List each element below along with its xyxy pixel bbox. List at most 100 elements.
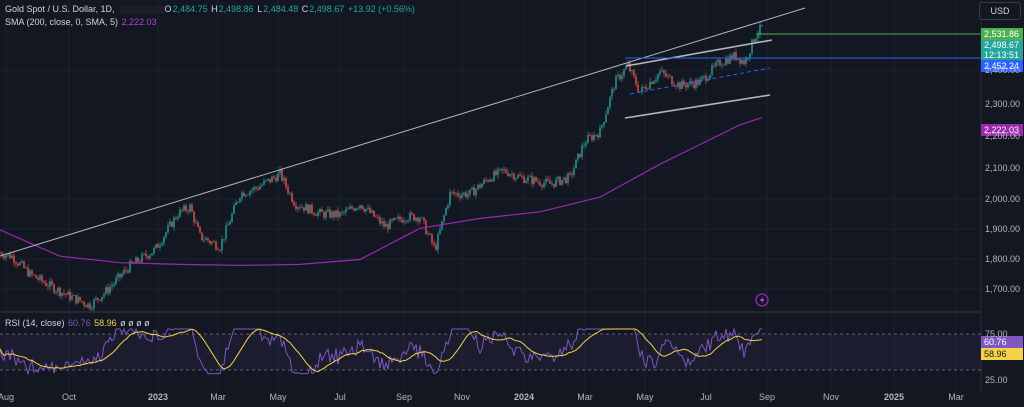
candle-body	[471, 187, 473, 190]
candle-body	[633, 70, 635, 77]
candle-body	[715, 62, 717, 66]
candle-body	[597, 135, 599, 138]
candle-body	[223, 239, 225, 240]
candle-body	[181, 209, 183, 211]
x-tick-label: Oct	[61, 392, 77, 402]
legend-ohlc: Gold Spot / U.S. Dollar, 1D, O2,484.75 H2…	[5, 4, 415, 14]
candle-body	[235, 202, 237, 206]
currency-button[interactable]: USD	[979, 2, 1021, 20]
candle-body	[15, 262, 17, 264]
candle-body	[9, 253, 11, 259]
candle-body	[49, 281, 51, 287]
candle-body	[315, 214, 317, 216]
x-tick-label: 2024	[513, 392, 535, 402]
candle-body	[33, 274, 35, 276]
candle-body	[563, 177, 565, 180]
candle-body	[189, 204, 191, 212]
candle-body	[567, 173, 569, 184]
candle-body	[437, 234, 439, 250]
candle-body	[45, 282, 47, 287]
candle-body	[339, 212, 341, 217]
candle-body	[77, 296, 79, 304]
candle-body	[551, 183, 553, 185]
candle-body	[241, 192, 243, 199]
candle-body	[301, 207, 303, 209]
candle-body	[55, 291, 57, 293]
candle-body	[559, 176, 561, 185]
candle-body	[533, 177, 535, 184]
candle-body	[249, 190, 251, 195]
candle-body	[47, 286, 49, 287]
candle-body	[423, 217, 425, 221]
candle-body	[537, 181, 539, 183]
countdown: 12:13:51	[984, 50, 1020, 60]
candle-body	[589, 135, 591, 136]
candle-body	[233, 205, 235, 214]
candle-body	[643, 86, 645, 88]
candle-body	[377, 216, 379, 218]
candle-body	[105, 287, 107, 294]
candle-body	[159, 245, 161, 248]
candle-body	[687, 84, 689, 88]
candle-body	[383, 221, 385, 227]
candle-body	[713, 65, 715, 67]
candle-body	[405, 220, 407, 222]
rsi-tick-label: 75.00	[985, 329, 1008, 339]
candle-body	[185, 205, 187, 211]
candle-body	[447, 204, 449, 208]
candle-body	[635, 76, 637, 85]
candle-body	[723, 64, 725, 66]
candle-body	[187, 210, 189, 212]
candle-body	[153, 247, 155, 254]
candle-body	[195, 222, 197, 223]
candle-body	[449, 191, 451, 205]
candle-body	[595, 134, 597, 136]
candle-body	[229, 221, 231, 225]
candle-body	[209, 240, 211, 244]
candle-body	[541, 185, 543, 187]
rsi-ma-value: 58.96	[94, 318, 117, 328]
candle-body	[311, 204, 313, 214]
candle-body	[271, 176, 273, 183]
candle-body	[321, 209, 323, 213]
candle-body	[673, 84, 675, 86]
candle-body	[103, 293, 105, 297]
candle-body	[569, 173, 571, 175]
x-tick-label: Mar	[948, 392, 964, 402]
y-tick-label: 2,000.00	[985, 194, 1021, 204]
candle-body	[309, 204, 311, 214]
candle-body	[7, 253, 9, 256]
channel-bottom-line	[624, 94, 771, 119]
candle-body	[413, 214, 415, 221]
y-tick-label: 2,200.00	[985, 131, 1021, 141]
candle-body	[561, 179, 563, 185]
candle-body	[19, 262, 21, 266]
candle-body	[285, 177, 287, 187]
candle-body	[3, 255, 5, 259]
candle-body	[145, 253, 147, 257]
candle-body	[409, 212, 411, 221]
x-tick-label: Aug	[0, 392, 15, 402]
candle-body	[527, 176, 529, 182]
candle-body	[263, 180, 265, 185]
candle-body	[693, 83, 695, 88]
candle-body	[457, 193, 459, 196]
x-tick-label: Jul	[334, 392, 346, 402]
candle-body	[387, 224, 389, 230]
candle-body	[257, 188, 259, 190]
candle-body	[547, 178, 549, 181]
candle-body	[337, 210, 339, 217]
candle-body	[211, 241, 213, 244]
rsi-ma-price-tag: 58.96	[981, 348, 1023, 360]
candle-body	[565, 177, 567, 184]
candle-body	[399, 216, 401, 220]
x-tick-label: Sep	[395, 392, 413, 402]
candle-body	[81, 301, 83, 302]
candle-body	[27, 267, 29, 277]
channel-mid-dashed	[629, 67, 771, 95]
candle-body	[429, 233, 431, 235]
candle-body	[733, 52, 735, 60]
candle-body	[67, 291, 69, 295]
candle-body	[505, 169, 507, 173]
